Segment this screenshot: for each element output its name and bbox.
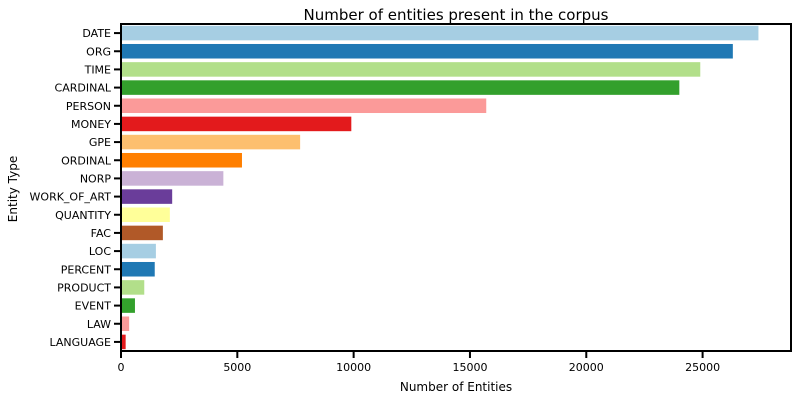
bar-law xyxy=(121,316,130,332)
bar-percent xyxy=(121,261,155,277)
bar-gpe xyxy=(121,134,301,150)
bar-quantity xyxy=(121,207,170,223)
chart-title: Number of entities present in the corpus xyxy=(304,6,609,24)
x-tick-label: 25000 xyxy=(685,361,720,374)
bars-group xyxy=(121,25,759,350)
plot-frame xyxy=(120,23,792,352)
x-axis-label: Number of Entities xyxy=(400,380,512,394)
y-tick-label: QUANTITY xyxy=(55,209,111,222)
y-axis-ticks: DATE ORG TIME CARDINAL PERSON MONEY GPE ORDINAL… xyxy=(30,27,121,349)
bar-product xyxy=(121,280,145,295)
bar-language xyxy=(121,334,126,350)
x-tick-label: 15000 xyxy=(452,361,487,374)
y-tick-label: GPE xyxy=(89,136,111,149)
bar-work-of-art xyxy=(121,189,173,204)
y-tick-label: ORG xyxy=(86,45,111,58)
y-tick-label: TIME xyxy=(84,63,111,76)
x-tick-label: 5000 xyxy=(223,361,251,374)
bar-date xyxy=(121,25,759,41)
y-tick-label: EVENT xyxy=(75,300,112,313)
y-tick-label: FAC xyxy=(91,227,112,240)
bar-org xyxy=(121,43,733,59)
x-tick-label: 20000 xyxy=(569,361,604,374)
x-tick-label: 10000 xyxy=(336,361,371,374)
y-tick-label: CARDINAL xyxy=(55,82,112,95)
bar-norp xyxy=(121,171,224,186)
bar-loc xyxy=(121,243,156,259)
bar-money xyxy=(121,116,352,132)
y-tick-label: DATE xyxy=(82,27,111,40)
bar-fac xyxy=(121,225,163,241)
y-tick-label: PERSON xyxy=(66,100,111,113)
bar-ordinal xyxy=(121,152,242,168)
x-tick-label: 0 xyxy=(118,361,125,374)
y-tick-label: ORDINAL xyxy=(61,154,112,167)
y-tick-label: WORK_OF_ART xyxy=(30,191,112,204)
bar-event xyxy=(121,298,135,313)
y-tick-label: PRODUCT xyxy=(57,281,111,294)
y-tick-label: MONEY xyxy=(71,118,111,131)
y-tick-label: LAW xyxy=(87,318,111,331)
y-tick-label: PERCENT xyxy=(61,263,112,276)
y-axis-label: Entity Type xyxy=(6,156,20,222)
y-tick-label: NORP xyxy=(80,172,112,185)
bar-time xyxy=(121,62,701,77)
bar-cardinal xyxy=(121,80,680,95)
bar-person xyxy=(121,98,487,114)
x-axis-ticks: 0 5000 10000 15000 20000 25000 xyxy=(118,351,720,374)
y-tick-label: LOC xyxy=(89,245,111,258)
y-tick-label: LANGUAGE xyxy=(49,336,111,349)
